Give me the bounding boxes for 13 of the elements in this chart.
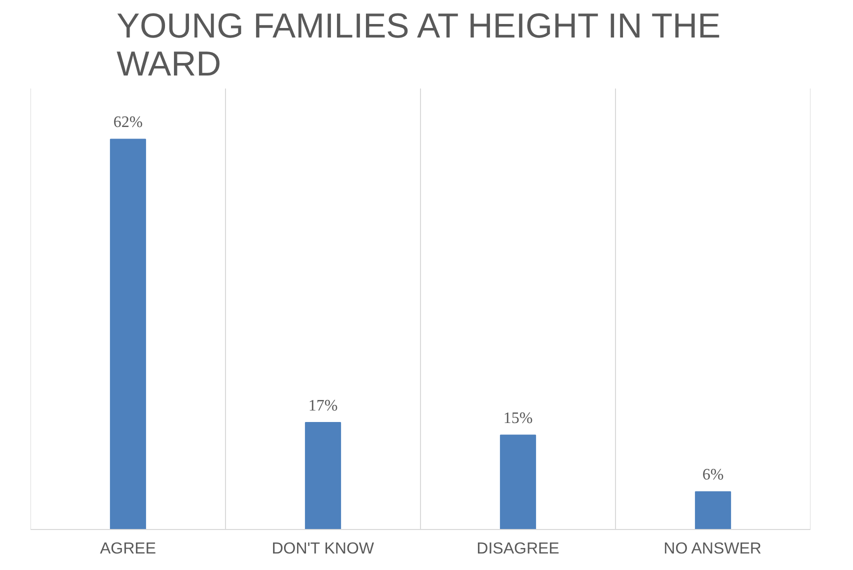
data-label: 62% (113, 114, 143, 132)
data-label: 15% (503, 410, 533, 428)
bar (110, 138, 146, 530)
chart-title: YOUNG FAMILIES AT HEIGHT IN THE WARD (116, 8, 721, 84)
bar (304, 422, 342, 530)
x-tick-label: NO ANSWER (664, 540, 762, 558)
data-label: 6% (702, 466, 724, 484)
bar (694, 491, 732, 530)
x-tick-label: DISAGREE (476, 540, 560, 558)
x-tick-label: AGREE (100, 540, 156, 558)
bar (500, 434, 536, 530)
x-tick-label: DON'T KNOW (272, 540, 375, 558)
data-label: 17% (308, 397, 338, 414)
